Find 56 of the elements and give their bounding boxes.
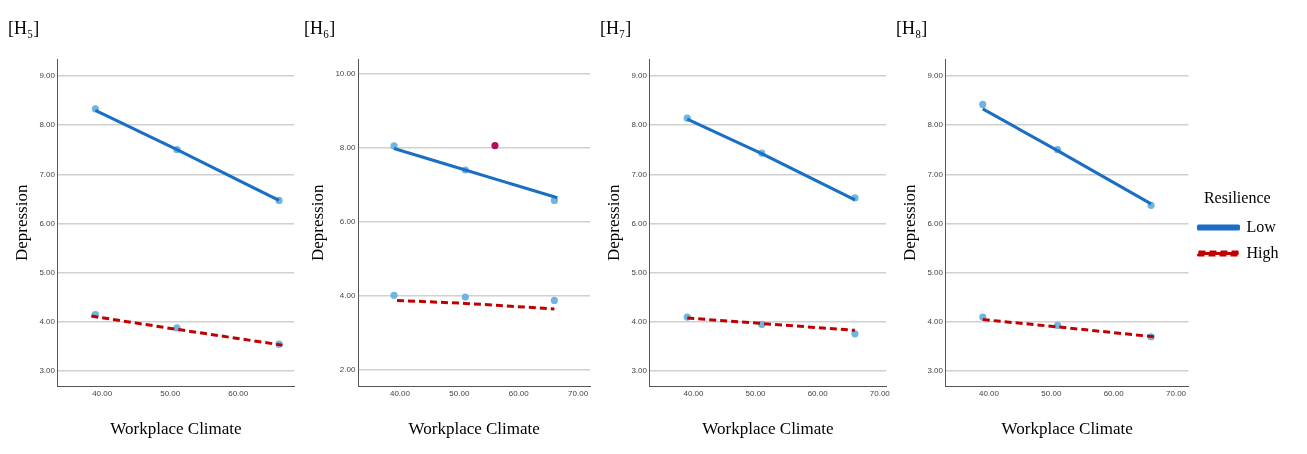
y-tick-label: 2.00 <box>339 365 356 375</box>
y-tick-label: 7.00 <box>927 169 944 179</box>
y-tick-label: 8.00 <box>339 142 356 152</box>
x-axis-title: Workplace Climate <box>408 419 540 439</box>
chart-title: [H₇] <box>600 17 632 38</box>
legend-label: High <box>1246 243 1279 262</box>
x-tick-label: 40.00 <box>92 389 113 398</box>
y-tick-label: 7.00 <box>39 169 56 179</box>
y-tick-label: 5.00 <box>39 267 56 277</box>
x-tick-label: 50.00 <box>1041 389 1062 398</box>
x-tick-label: 50.00 <box>160 389 181 398</box>
y-tick-label: 4.00 <box>339 291 356 301</box>
y-tick-label: 4.00 <box>631 317 648 327</box>
x-tick-label: 60.00 <box>807 389 829 398</box>
y-tick-label: 6.00 <box>631 218 648 228</box>
x-tick-label: 70.00 <box>568 389 589 398</box>
y-tick-label: 8.00 <box>631 120 648 130</box>
x-tick-label: 50.00 <box>745 389 767 398</box>
y-axis-title: Depression <box>11 184 31 262</box>
x-axis-title: Workplace Climate <box>1001 419 1133 439</box>
y-tick-label: 9.00 <box>39 71 56 81</box>
y-tick-label: 8.00 <box>39 120 56 130</box>
y-tick-label: 6.00 <box>39 218 56 228</box>
y-tick-label: 3.00 <box>631 366 648 376</box>
y-tick-label: 8.00 <box>927 120 944 130</box>
y-tick-label: 6.00 <box>339 217 356 227</box>
y-tick-label: 4.00 <box>927 317 944 327</box>
chart-title: [H₆] <box>304 17 336 38</box>
x-tick-label: 70.00 <box>869 389 891 398</box>
legend-label: Low <box>1246 217 1277 235</box>
x-tick-label: 60.00 <box>1103 389 1125 398</box>
x-tick-label: 40.00 <box>978 389 1000 398</box>
chart-title: [H₅] <box>8 17 40 38</box>
chart-title: [H₈] <box>896 17 928 38</box>
y-tick-label: 7.00 <box>631 169 648 179</box>
y-tick-label: 10.00 <box>335 68 356 78</box>
x-tick-label: 50.00 <box>449 389 470 398</box>
y-tick-label: 9.00 <box>927 71 944 81</box>
y-tick-label: 3.00 <box>927 366 944 376</box>
y-tick-label: 5.00 <box>631 267 648 277</box>
x-tick-label: 60.00 <box>228 389 249 398</box>
x-tick-label: 60.00 <box>508 389 530 398</box>
y-axis-title: Depression <box>899 184 919 262</box>
y-tick-label: 4.00 <box>39 317 56 327</box>
y-tick-label: 6.00 <box>927 218 944 228</box>
y-tick-label: 5.00 <box>927 267 944 277</box>
y-axis-title: Depression <box>307 184 327 262</box>
legend-title: Resilience <box>1203 188 1271 206</box>
x-axis-title: Workplace Climate <box>702 419 834 439</box>
x-axis-title: Workplace Climate <box>110 419 242 439</box>
y-axis-title: Depression <box>603 184 623 262</box>
x-tick-label: 40.00 <box>389 389 411 398</box>
y-tick-label: 9.00 <box>631 71 648 81</box>
x-tick-label: 40.00 <box>683 389 704 398</box>
y-tick-label: 3.00 <box>39 366 56 376</box>
x-tick-label: 70.00 <box>1166 389 1187 398</box>
